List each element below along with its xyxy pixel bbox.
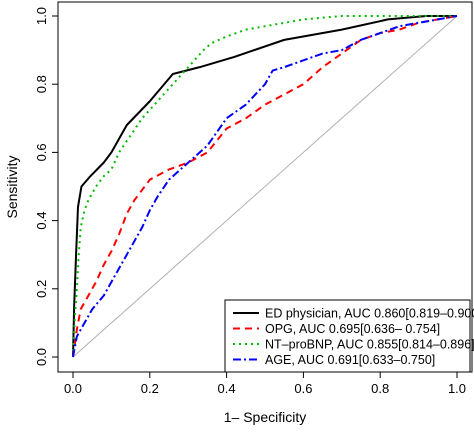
- y-axis-title: Sensitivity: [4, 155, 20, 218]
- x-tick-label: 0.6: [294, 381, 312, 396]
- series-line-3: [72, 15, 458, 358]
- x-tick-label: 0.8: [371, 381, 389, 396]
- y-tick-label: 0.6: [34, 143, 49, 161]
- legend-label: ED physician, AUC 0.860[0.819–0.900]: [265, 307, 474, 321]
- x-tick-label: 0.2: [141, 381, 159, 396]
- x-tick-label: 0.0: [64, 381, 82, 396]
- series-line-0: [72, 15, 457, 358]
- y-tick-label: 0.0: [34, 348, 49, 366]
- x-tick-label: 0.4: [218, 381, 236, 396]
- reference-diagonal: [72, 15, 458, 358]
- series-line-1: [72, 15, 458, 358]
- legend-label: NT–proBNP, AUC 0.855[0.814–0.896]: [265, 338, 474, 352]
- series-layer: [72, 15, 458, 358]
- legend-label: OPG, AUC 0.695[0.636– 0.754]: [265, 322, 440, 336]
- reference-layer: [72, 15, 458, 358]
- y-tick-label: 0.8: [34, 75, 49, 93]
- axis-layer: 0.0 0.2 0.4 0.6 0.8 1.0 0.0 0.2 0.4 0.6 0.8 1.0: [34, 7, 466, 396]
- legend-label: AGE, AUC 0.691[0.633–0.750]: [265, 353, 435, 367]
- x-tick-label: 1.0: [448, 381, 466, 396]
- legend-box: [224, 299, 471, 373]
- y-tick-label: 0.4: [34, 212, 49, 230]
- x-axis-title: 1– Specificity: [224, 409, 306, 425]
- y-tick-label: 0.2: [34, 280, 49, 298]
- y-tick-label: 1.0: [34, 7, 49, 25]
- legend: ED physician, AUC 0.860[0.819–0.900]OPG,…: [224, 299, 474, 373]
